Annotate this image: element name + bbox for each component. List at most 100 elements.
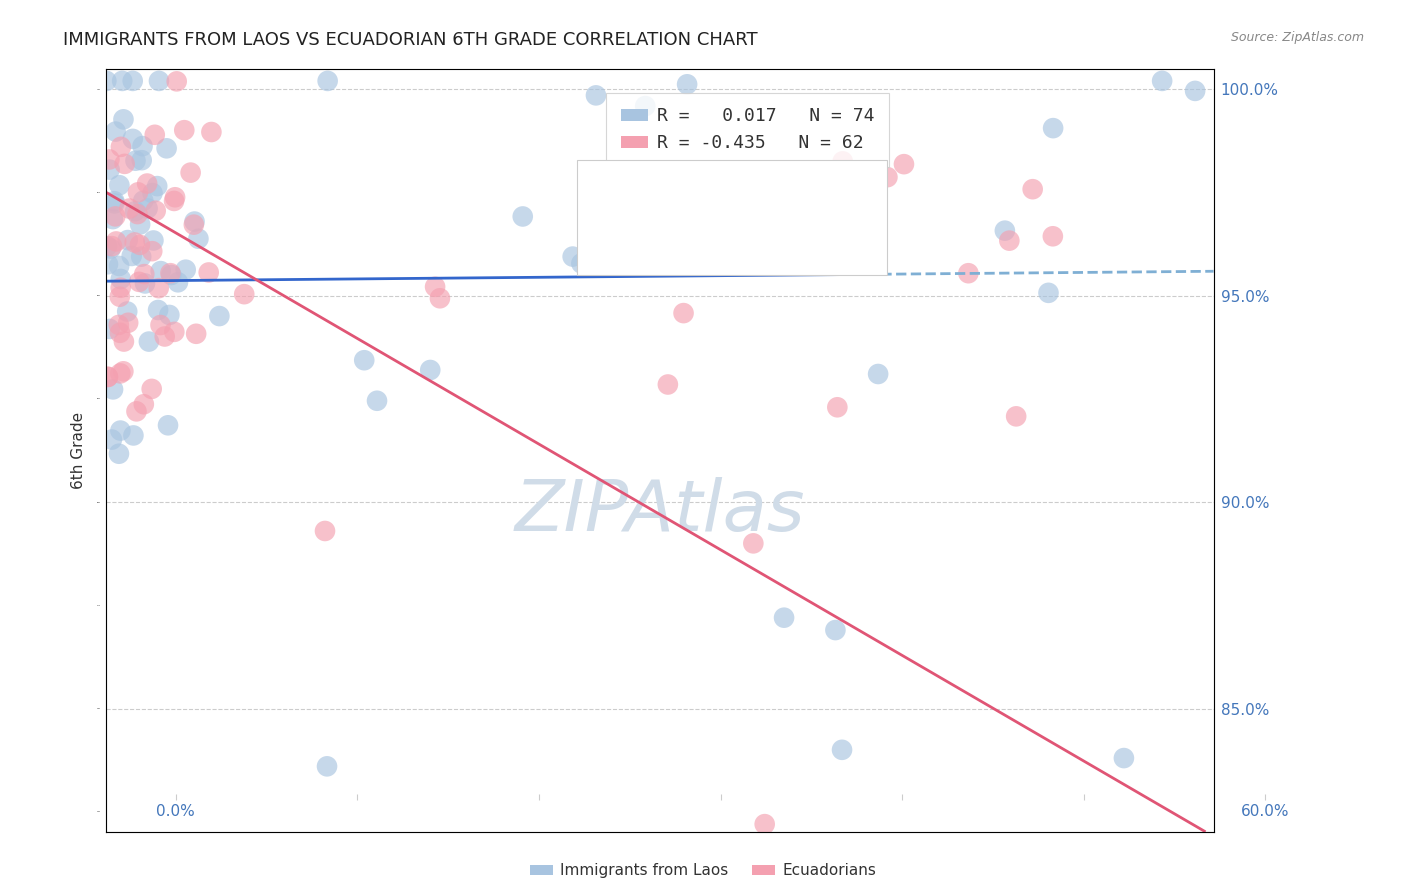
Point xyxy=(97,369,120,384)
Point xyxy=(117,316,139,330)
Point xyxy=(876,170,898,185)
Point xyxy=(512,210,534,224)
Point xyxy=(143,128,166,142)
Point xyxy=(1038,285,1060,300)
Point xyxy=(104,125,127,139)
Point xyxy=(831,154,853,169)
Point xyxy=(149,318,172,332)
Point xyxy=(112,364,135,378)
Point xyxy=(96,239,118,253)
Point xyxy=(108,178,131,193)
Point xyxy=(125,404,148,418)
Point xyxy=(180,166,202,180)
Point xyxy=(97,370,120,384)
Point xyxy=(233,287,256,301)
Point xyxy=(108,290,131,304)
Point xyxy=(138,334,160,349)
Point xyxy=(1112,751,1135,765)
Point xyxy=(146,303,169,318)
Point xyxy=(1042,121,1064,136)
Point xyxy=(1005,409,1028,424)
Point xyxy=(108,318,131,332)
Point xyxy=(103,194,125,209)
Point xyxy=(893,157,915,171)
Point xyxy=(108,259,131,273)
Point xyxy=(183,218,205,232)
Point xyxy=(134,267,156,281)
FancyBboxPatch shape xyxy=(576,161,887,275)
Point xyxy=(831,743,853,757)
Point xyxy=(634,99,657,113)
Point xyxy=(98,153,121,167)
Point xyxy=(868,367,890,381)
Point xyxy=(132,397,155,411)
Point xyxy=(127,186,149,200)
Point xyxy=(419,363,441,377)
Point xyxy=(149,264,172,278)
Point xyxy=(163,194,186,208)
Point xyxy=(100,242,122,256)
Point xyxy=(657,377,679,392)
Point xyxy=(153,329,176,343)
Point xyxy=(561,250,583,264)
Point xyxy=(314,524,336,538)
Point xyxy=(773,610,796,624)
Point xyxy=(316,74,339,88)
Point xyxy=(98,162,121,177)
Point xyxy=(672,306,695,320)
Point xyxy=(423,279,446,293)
Point xyxy=(316,759,339,773)
Point xyxy=(200,125,222,139)
Point xyxy=(136,177,159,191)
Point xyxy=(101,383,124,397)
Point xyxy=(165,190,187,204)
Point xyxy=(118,202,141,216)
Point xyxy=(122,428,145,442)
Point xyxy=(104,210,127,224)
Point xyxy=(609,194,631,209)
Point xyxy=(124,153,146,168)
Point xyxy=(108,326,131,340)
Point xyxy=(827,401,849,415)
Point xyxy=(129,238,152,252)
Point xyxy=(174,262,197,277)
Point xyxy=(114,157,136,171)
Point xyxy=(103,196,125,211)
Point xyxy=(110,367,132,381)
Point xyxy=(134,277,156,291)
Point xyxy=(129,218,152,232)
Point xyxy=(1021,182,1043,196)
Point xyxy=(183,214,205,228)
Point xyxy=(146,179,169,194)
Legend: R =   0.017   N = 74, R = -0.435   N = 62: R = 0.017 N = 74, R = -0.435 N = 62 xyxy=(606,93,889,167)
Point xyxy=(121,249,143,263)
Point xyxy=(167,275,190,289)
Point xyxy=(353,353,375,368)
Point xyxy=(117,233,139,247)
Point xyxy=(1152,74,1174,88)
Point xyxy=(128,275,150,289)
Point xyxy=(112,112,135,127)
Point xyxy=(1184,84,1206,98)
Point xyxy=(676,78,699,92)
Point xyxy=(187,232,209,246)
Point xyxy=(957,266,980,280)
Point xyxy=(173,123,195,137)
Point xyxy=(754,817,776,831)
Point xyxy=(115,304,138,318)
Y-axis label: 6th Grade: 6th Grade xyxy=(72,412,86,489)
Point xyxy=(700,191,723,205)
Point xyxy=(136,202,159,216)
Point xyxy=(1042,229,1064,244)
Legend: Immigrants from Laos, Ecuadorians: Immigrants from Laos, Ecuadorians xyxy=(524,857,882,884)
Point xyxy=(98,322,121,336)
Point xyxy=(159,266,181,280)
Point xyxy=(101,433,124,447)
Point xyxy=(163,325,186,339)
Point xyxy=(208,309,231,323)
Point xyxy=(112,334,135,349)
Point xyxy=(131,153,153,168)
Point xyxy=(160,268,183,282)
Point xyxy=(97,257,120,271)
Point xyxy=(145,203,167,218)
